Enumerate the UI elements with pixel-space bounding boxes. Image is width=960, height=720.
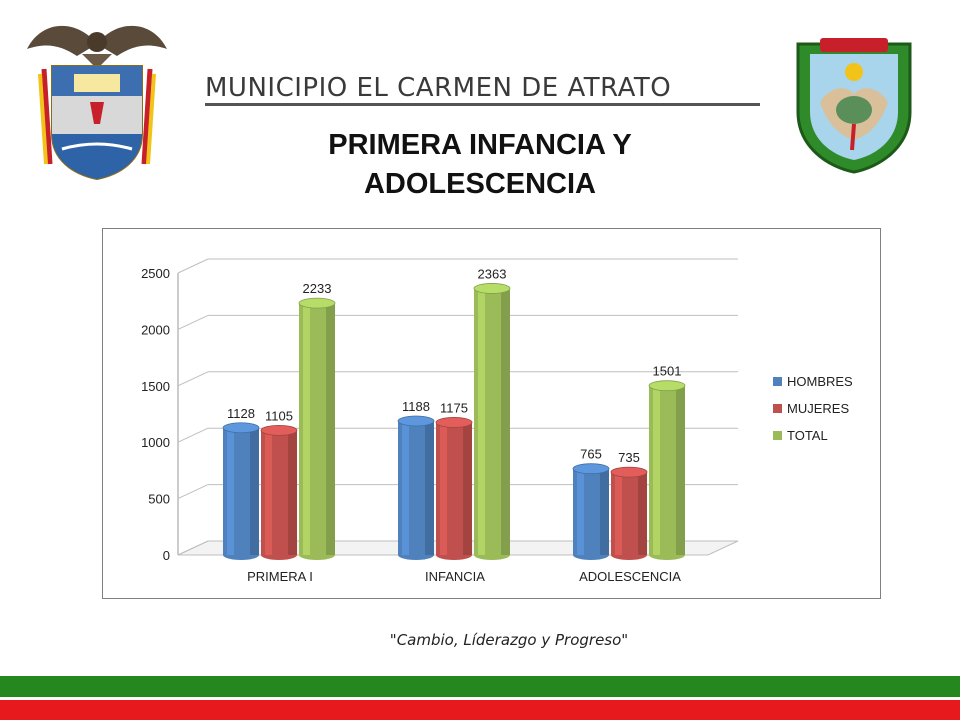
data-label: 765 — [580, 447, 602, 462]
x-tick-label: INFANCIA — [425, 569, 485, 584]
bar-top — [610, 466, 648, 478]
bar-highlight — [440, 422, 447, 555]
bar-shade — [600, 468, 609, 555]
gridline-diagonal — [177, 540, 209, 556]
y-tick-label: 500 — [148, 492, 170, 507]
flag-band-red — [0, 700, 960, 720]
gridline-diagonal — [177, 371, 209, 387]
data-label: 1501 — [653, 364, 682, 379]
bar-shade — [463, 422, 472, 555]
title-line-2: ADOLESCENCIA — [363, 168, 596, 200]
municipal-shield — [796, 38, 912, 174]
sun-icon — [845, 63, 863, 81]
bar-top — [473, 283, 511, 294]
legend-label-total: TOTAL — [787, 428, 828, 443]
y-tick-label: 0 — [163, 548, 170, 563]
title-line-1: PRIMERA INFANCIA Y — [328, 129, 632, 161]
legend-swatch-hombres — [773, 377, 782, 386]
data-label: 735 — [618, 450, 640, 465]
data-label: 1188 — [402, 399, 430, 414]
gridline-diagonal — [177, 258, 209, 274]
bar-highlight — [478, 288, 485, 555]
bar-shade — [250, 427, 259, 555]
data-label: 1105 — [265, 408, 293, 423]
slogan: "Cambio, Líderazgo y Progreso" — [389, 631, 629, 649]
gridline-diagonal — [177, 484, 209, 500]
bar-shade — [425, 420, 434, 555]
data-label: 1175 — [440, 400, 468, 415]
y-tick-label: 2000 — [141, 322, 170, 337]
flag-band-white — [0, 697, 960, 700]
data-label: 2233 — [303, 281, 332, 296]
bar-highlight — [577, 468, 584, 555]
x-tick-label: ADOLESCENCIA — [579, 569, 681, 584]
municipality-name: MUNICIPIO EL CARMEN DE ATRATO — [205, 73, 672, 103]
bar-highlight — [402, 420, 409, 555]
y-tick-label: 1500 — [141, 379, 170, 394]
y-tick-label: 2500 — [141, 266, 170, 281]
gridline-diagonal — [177, 314, 209, 330]
legend-swatch-mujeres — [773, 404, 782, 413]
bar-top — [435, 417, 473, 428]
bar-shade — [676, 385, 685, 555]
legend-label-mujeres: MUJERES — [787, 401, 849, 416]
flag-band-green — [0, 676, 960, 698]
colombia-coat-of-arms — [27, 25, 167, 181]
municipality-rule — [205, 103, 760, 106]
bar-highlight — [303, 303, 310, 555]
bar-top — [397, 415, 435, 427]
legend-swatch-total — [773, 431, 782, 440]
data-label: 1128 — [227, 406, 255, 421]
page-title: PRIMERA INFANCIA Y ADOLESCENCIA — [230, 126, 730, 204]
chart-frame: 0 500 1000 1500 2000 2500 1128 1105 2233 PRIMERA … — [102, 228, 881, 599]
bar-highlight — [227, 427, 234, 555]
bar-highlight — [615, 472, 622, 555]
bar-top — [298, 297, 336, 309]
condor-icon — [27, 25, 167, 69]
bar-shade — [501, 288, 510, 555]
x-tick-label: PRIMERA I — [247, 569, 313, 584]
bar-top — [260, 424, 298, 436]
bar-highlight — [265, 430, 272, 555]
bar-shade — [326, 303, 335, 555]
y-tick-label: 1000 — [141, 435, 170, 450]
bar-highlight — [653, 385, 660, 555]
data-label: 2363 — [478, 266, 507, 281]
bar-chart: 0 500 1000 1500 2000 2500 1128 1105 2233 PRIMERA … — [141, 258, 853, 584]
bar-top — [572, 463, 610, 475]
gridline-diagonal — [177, 427, 209, 443]
bar-shade — [288, 430, 297, 555]
bar-shade — [638, 472, 647, 555]
bar-top — [222, 422, 260, 434]
legend-label-hombres: HOMBRES — [787, 374, 853, 389]
bar-top — [648, 380, 686, 392]
banner-icon — [820, 38, 888, 52]
